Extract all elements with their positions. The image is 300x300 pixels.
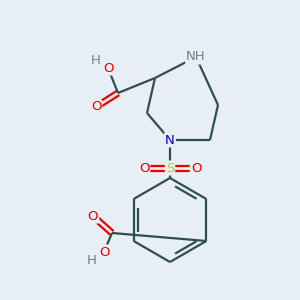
Text: O: O (103, 61, 113, 74)
Text: H: H (91, 53, 101, 67)
Text: O: O (91, 100, 101, 113)
Text: N: N (165, 134, 175, 146)
Text: O: O (191, 161, 201, 175)
Text: S: S (166, 161, 174, 175)
Text: O: O (88, 209, 98, 223)
Text: H: H (87, 254, 97, 266)
Text: NH: NH (186, 50, 206, 64)
Text: O: O (99, 245, 109, 259)
Text: O: O (139, 161, 149, 175)
